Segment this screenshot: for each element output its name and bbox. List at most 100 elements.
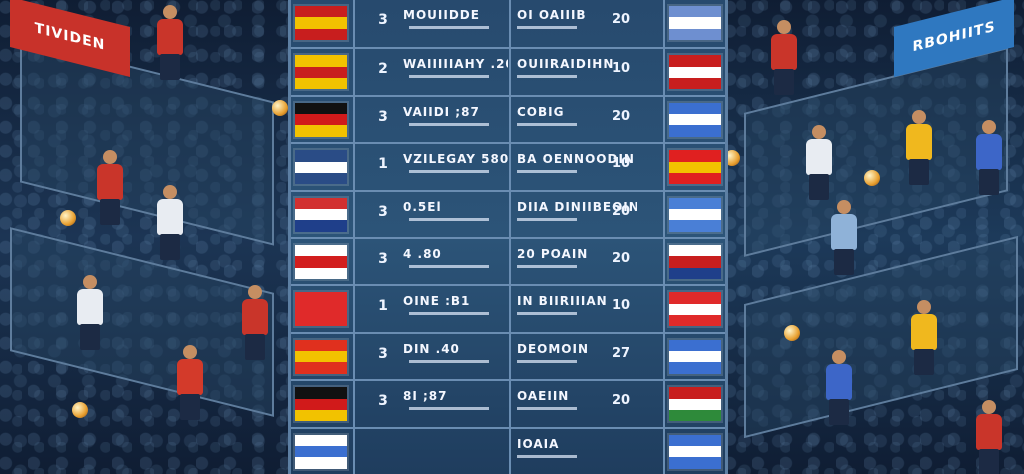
player-figure <box>969 400 1009 474</box>
team-name-cell: VAIIDI ;87 <box>403 104 480 119</box>
player-figure <box>824 200 864 280</box>
team-name-cell: 4 .80 <box>403 247 442 261</box>
team-flag-icon <box>295 55 347 90</box>
opponent-flag-icon <box>669 339 721 374</box>
team-name-cell: OINE :B1 <box>403 294 471 309</box>
opponent-name-cell: DEOMOIN <box>517 341 590 356</box>
team-flag-icon <box>295 434 347 469</box>
player-figure <box>819 350 859 430</box>
team-subtext-line <box>409 26 489 29</box>
opponent-subtext-line <box>517 312 577 316</box>
player-figure <box>235 285 275 365</box>
ball-icon <box>864 170 880 186</box>
opponent-flag-icon <box>669 55 721 90</box>
player-figure <box>150 5 190 85</box>
player-figure <box>904 300 944 380</box>
points-cell: 20 <box>611 251 631 266</box>
points-cell: 20 <box>611 108 631 124</box>
team-name-cell: MOUIIDDE <box>403 8 480 22</box>
team-flag-icon <box>295 6 347 40</box>
team-subtext-line <box>409 170 489 174</box>
opponent-flag-icon <box>669 102 721 137</box>
points-cell: 10 <box>611 61 631 77</box>
points-cell: 27 <box>611 345 631 361</box>
table-row: 1 OINE :B1 IN BIIRIIIAN 10 <box>291 284 725 333</box>
opponent-subtext-line <box>517 26 577 29</box>
table-row: 3 0.5El DIIA DINIIBEOIN 20 <box>291 189 725 239</box>
points-cell: 10 <box>611 156 631 172</box>
player-figure <box>899 110 939 190</box>
team-name-cell: VZILEGAY 580 <box>403 152 508 167</box>
opponent-name-cell: OAEIIN <box>517 389 570 404</box>
right-stadium-panel: RBOHIITS <box>724 0 1024 474</box>
team-subtext-line <box>409 359 489 363</box>
opponent-name-cell: OUIIRAIDIHN <box>517 57 615 72</box>
points-cell: 10 <box>611 298 631 314</box>
team-subtext-line <box>409 217 489 221</box>
table-row: 2 WAIIIIIAHY .20 OUIIRAIDIHN 10 <box>291 47 725 96</box>
team-flag-icon <box>295 245 347 279</box>
opponent-name-cell: 20 POAIN <box>517 247 589 261</box>
opponent-flag-icon <box>669 434 721 469</box>
opponent-flag-icon <box>669 387 721 422</box>
player-figure <box>969 120 1009 200</box>
team-flag-icon <box>295 102 347 137</box>
team-flag-icon <box>295 197 347 232</box>
rank-cell: 3 <box>378 203 388 220</box>
rank-cell: 3 <box>378 345 388 362</box>
opponent-flag-icon <box>669 292 721 327</box>
opponent-flag-icon <box>669 150 721 185</box>
player-figure <box>764 20 804 100</box>
standings-board: 3 MOUIIDDE OI OAIIIB 20 2 WAIIIIIAHY .20 OUIIR… <box>288 0 728 474</box>
opponent-name-cell: OI OAIIIB <box>517 8 587 22</box>
rank-cell: 2 <box>378 61 388 78</box>
opponent-subtext-line <box>517 454 577 458</box>
team-flag-icon <box>295 339 347 374</box>
opponent-name-cell: BA OENNOODIN <box>517 152 635 167</box>
table-row: 3 8I ;87 OAEIIN 20 <box>291 379 725 428</box>
team-flag-icon <box>295 150 347 185</box>
opponent-subtext-line <box>517 122 577 126</box>
table-row: 3 VAIIDI ;87 COBIG 20 <box>291 94 725 144</box>
player-figure <box>90 150 130 230</box>
opponent-subtext-line <box>517 359 577 363</box>
points-cell: 20 <box>611 393 631 409</box>
rank-cell: 1 <box>378 298 388 315</box>
team-flag-icon <box>295 292 347 327</box>
team-flag-icon <box>295 387 347 422</box>
ball-icon <box>72 402 88 418</box>
points-cell: 20 <box>611 203 631 219</box>
opponent-flag-icon <box>669 6 721 40</box>
left-stadium-panel: TIVIDEN <box>0 0 290 474</box>
ball-icon <box>272 100 288 116</box>
opponent-name-cell: IOAIA <box>517 436 560 451</box>
team-subtext-line <box>409 312 489 316</box>
team-name-cell: 0.5El <box>403 199 442 214</box>
rank-cell: 3 <box>378 108 388 125</box>
opponent-subtext-line <box>517 170 577 174</box>
player-figure <box>799 125 839 205</box>
opponent-name-cell: COBIG <box>517 104 565 119</box>
player-figure <box>170 345 210 425</box>
ball-icon <box>60 210 76 226</box>
opponent-flag-icon <box>669 197 721 232</box>
team-subtext-line <box>409 407 489 411</box>
table-row: IOAIA <box>291 426 725 474</box>
opponent-name-cell: IN BIIRIIIAN <box>517 294 608 309</box>
opponent-flag-icon <box>669 245 721 279</box>
table-row: 1 VZILEGAY 580 BA OENNOODIN 10 <box>291 142 725 191</box>
opponent-subtext-line <box>517 265 577 268</box>
team-subtext-line <box>409 75 489 79</box>
crowd-texture <box>0 0 290 474</box>
rank-cell: 3 <box>378 251 388 267</box>
team-name-cell: WAIIIIIAHY .20 <box>403 57 508 72</box>
ball-icon <box>784 325 800 341</box>
opponent-name-cell: DIIA DINIIBEOIN <box>517 199 637 214</box>
player-figure <box>150 185 190 265</box>
rank-cell: 3 <box>378 393 388 410</box>
team-subtext-line <box>409 122 489 126</box>
table-row: 3 MOUIIDDE OI OAIIIB 20 <box>291 0 725 47</box>
opponent-subtext-line <box>517 217 577 221</box>
table-row: 3 DIN .40 DEOMOIN 27 <box>291 331 725 381</box>
